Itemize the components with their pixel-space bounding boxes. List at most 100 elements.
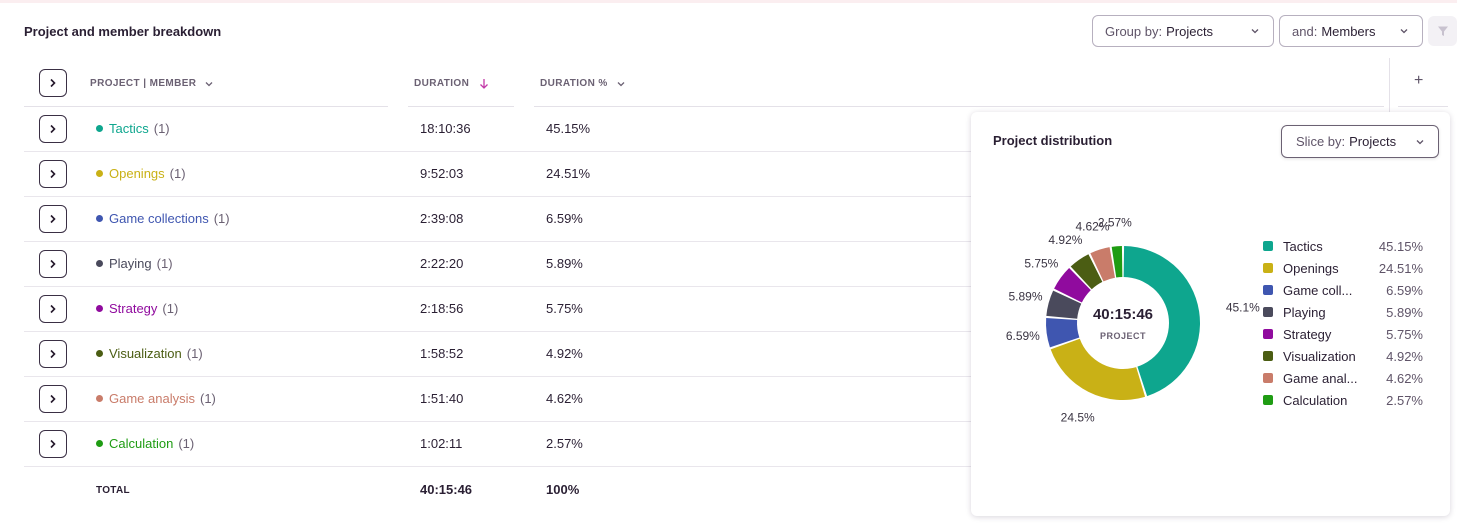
member-count: (1) [156,256,173,271]
member-count: (1) [153,121,170,136]
column-header-duration-pct[interactable]: DURATION % [540,60,626,107]
table-row: Visualization (1) 1:58:52 4.92% [24,332,974,377]
expand-row-button[interactable] [39,385,67,413]
legend-item[interactable]: Playing 5.89% [1263,304,1423,320]
duration-percent: 24.51% [546,166,591,181]
expand-row-button[interactable] [39,115,67,143]
legend-item[interactable]: Openings 24.51% [1263,260,1423,276]
project-name-link[interactable]: Strategy (1) [96,301,178,316]
group-by-select[interactable]: Group by: Projects [1092,15,1274,47]
chevron-right-icon [50,304,56,314]
legend-item[interactable]: Calculation 2.57% [1263,392,1423,408]
member-count: (1) [186,346,203,361]
and-by-value: Members [1321,23,1376,39]
legend-label: Openings [1283,260,1339,276]
table-row: Game analysis (1) 1:51:40 4.62% [24,377,974,422]
column-header-duration-pct-label: DURATION % [540,78,608,89]
donut-slice-openings[interactable] [1050,338,1146,400]
donut-slice-game-analysis[interactable] [1090,247,1115,282]
chevron-down-icon [205,81,213,86]
expand-all-button[interactable] [39,69,67,97]
legend-percent: 24.51% [1378,260,1423,276]
slice-label: 6.59% [1006,329,1040,343]
member-count: (1) [213,211,230,226]
donut-slice-playing[interactable] [1046,290,1082,319]
project-name-link[interactable]: Tactics (1) [96,121,170,136]
expand-row-button[interactable] [39,250,67,278]
legend-item[interactable]: Visualization 4.92% [1263,348,1423,364]
chevron-down-icon [617,81,625,86]
project-name-link[interactable]: Visualization (1) [96,346,203,361]
donut-center-label: PROJECT [1100,331,1146,341]
legend-item[interactable]: Strategy 5.75% [1263,326,1423,342]
chevron-right-icon [50,214,56,224]
project-name: Visualization [109,346,182,361]
legend-item[interactable]: Game anal... 4.62% [1263,370,1423,386]
expand-row-button[interactable] [39,205,67,233]
legend-label: Calculation [1283,392,1348,408]
chevron-down-icon [1400,29,1408,34]
and-by-select[interactable]: and: Members [1279,15,1423,47]
expand-row-button[interactable] [39,160,67,188]
project-name: Game analysis [109,391,195,406]
legend-label: Tactics [1283,238,1323,254]
donut-slice-tactics[interactable] [1123,246,1200,397]
chevron-right-icon [50,349,56,359]
project-color-dot [96,125,103,132]
expand-row-button[interactable] [39,430,67,458]
table-row: Tactics (1) 18:10:36 45.15% [24,107,974,152]
header-divider [1398,106,1448,107]
filter-icon [1437,26,1448,36]
chevron-right-icon [50,169,56,179]
legend-item[interactable]: Game coll... 6.59% [1263,282,1423,298]
project-name: Game collections [109,211,209,226]
expand-row-button[interactable] [39,295,67,323]
legend-swatch [1263,395,1273,405]
donut-slice-game-collections[interactable] [1046,318,1080,348]
project-name-link[interactable]: Calculation (1) [96,436,194,451]
project-name-link[interactable]: Playing (1) [96,256,173,271]
filter-button[interactable] [1428,16,1457,46]
donut-slice-strategy[interactable] [1054,267,1091,303]
legend-swatch [1263,241,1273,251]
table-row: Openings (1) 9:52:03 24.51% [24,152,974,197]
chevron-down-icon [1251,29,1259,34]
project-color-dot [96,395,103,402]
header-divider [24,106,388,107]
legend-swatch [1263,263,1273,273]
column-header-duration[interactable]: DURATION [414,60,489,107]
column-header-project[interactable]: PROJECT | MEMBER [90,60,214,107]
header-divider [408,106,514,107]
project-name-link[interactable]: Game collections (1) [96,211,230,226]
duration-percent: 6.59% [546,211,583,226]
legend-label: Strategy [1283,326,1332,342]
duration-value: 2:39:08 [420,211,464,226]
add-column-button[interactable]: + [1414,72,1424,89]
project-color-dot [96,350,103,357]
table-row: Game collections (1) 2:39:08 6.59% [24,197,974,242]
row-divider [24,196,974,197]
slice-label: 24.5% [1061,410,1095,424]
legend-swatch [1263,329,1273,339]
donut-slice-calculation[interactable] [1111,246,1123,278]
project-name: Strategy [109,301,158,316]
legend-label: Game coll... [1283,282,1353,298]
slice-label: 45.1% [1226,301,1260,315]
legend-item[interactable]: Tactics 45.15% [1263,238,1423,254]
project-name-link[interactable]: Openings (1) [96,166,186,181]
duration-percent: 5.75% [546,301,583,316]
total-percent: 100% [546,482,580,497]
duration-value: 9:52:03 [420,166,464,181]
top-accent-line [0,0,1457,3]
row-divider [24,421,974,422]
expand-row-button[interactable] [39,340,67,368]
project-name-link[interactable]: Game analysis (1) [96,391,216,406]
duration-value: 18:10:36 [420,121,471,136]
slice-label: 2.57% [1098,215,1132,229]
slice-by-select[interactable]: Slice by: Projects [1281,125,1439,158]
table-row: Playing (1) 2:22:20 5.89% [24,242,974,287]
duration-percent: 4.62% [546,391,583,406]
donut-slice-visualization[interactable] [1070,254,1103,290]
slice-label: 4.92% [1048,233,1082,247]
duration-percent: 45.15% [546,121,591,136]
